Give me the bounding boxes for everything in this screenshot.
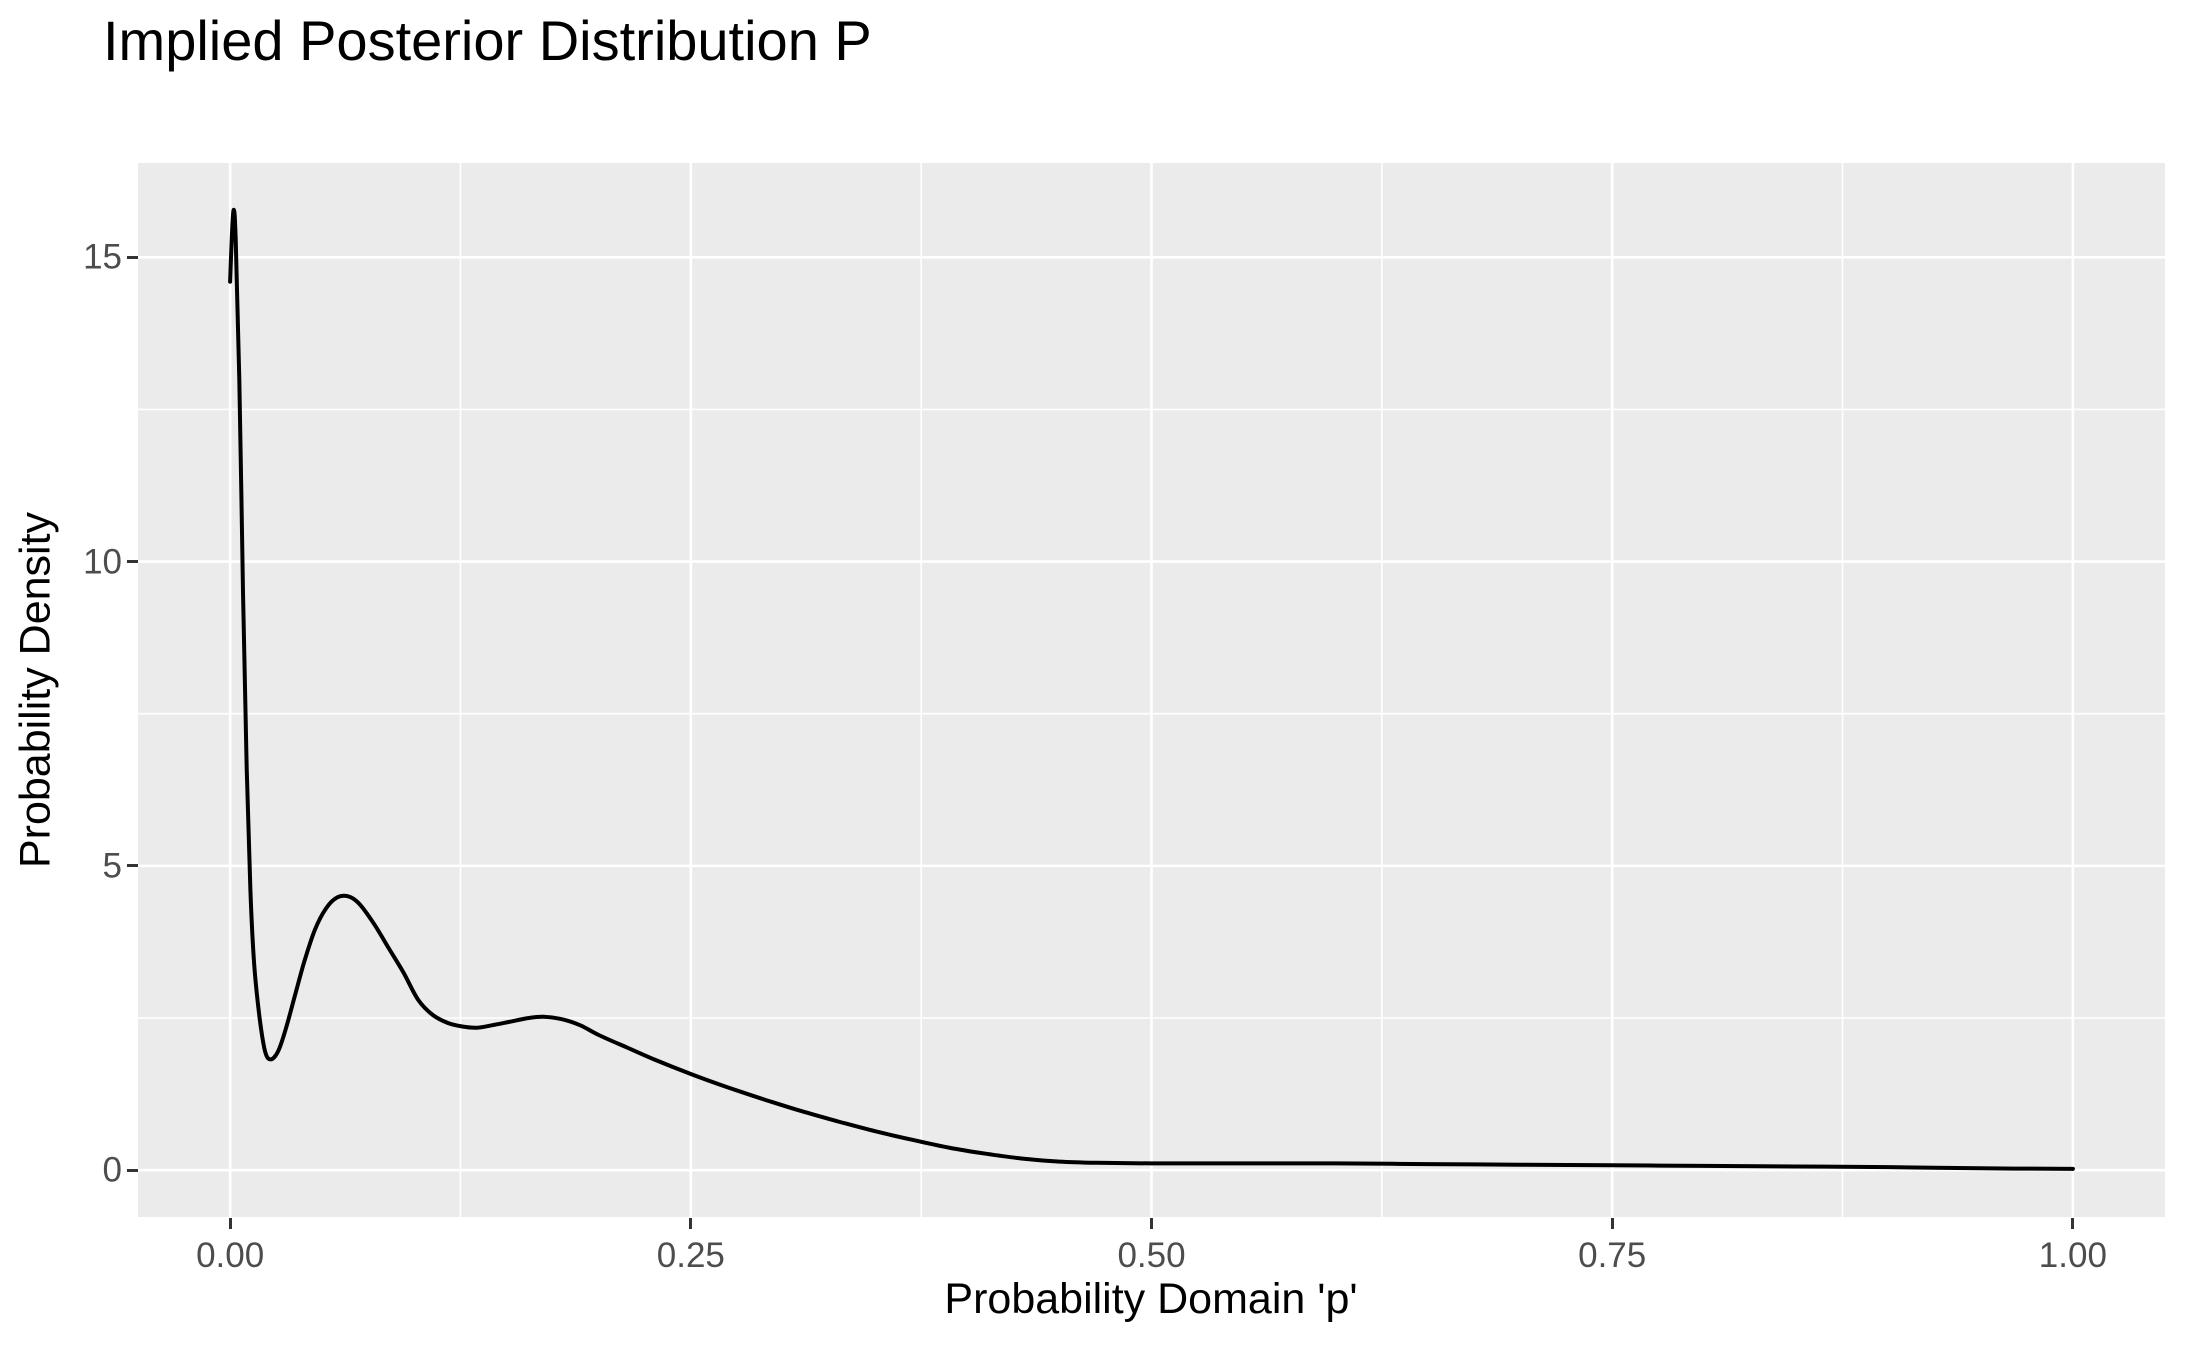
plot-panel	[138, 163, 2165, 1217]
y-tick-label: 5	[102, 846, 122, 886]
x-tick-mark	[1150, 1218, 1153, 1229]
x-tick-label: 0.25	[656, 1236, 725, 1275]
posterior-density-curve	[228, 207, 2075, 1171]
x-tick-mark	[228, 1218, 232, 1229]
plot-title: Implied Posterior Distribution P	[103, 9, 872, 72]
x-tick-label: 0.75	[1578, 1236, 1647, 1275]
y-tick-mark	[127, 255, 138, 259]
x-tick-label: 0.50	[1117, 1236, 1186, 1275]
x-tick-mark	[1610, 1218, 1614, 1229]
x-tick-label: 1.00	[2038, 1236, 2107, 1275]
y-tick-label: 10	[83, 542, 122, 582]
density-curve-chart	[138, 163, 2165, 1217]
y-tick-label: 0	[102, 1150, 122, 1190]
y-tick-mark	[127, 560, 138, 564]
x-tick-label: 0.00	[196, 1236, 265, 1275]
y-tick-label: 15	[83, 237, 122, 277]
y-tick-mark	[127, 864, 138, 868]
x-tick-mark	[689, 1218, 693, 1229]
x-tick-mark	[2071, 1218, 2075, 1229]
y-tick-mark	[127, 1168, 138, 1172]
x-axis-title: Probability Domain 'p'	[944, 1275, 1358, 1323]
